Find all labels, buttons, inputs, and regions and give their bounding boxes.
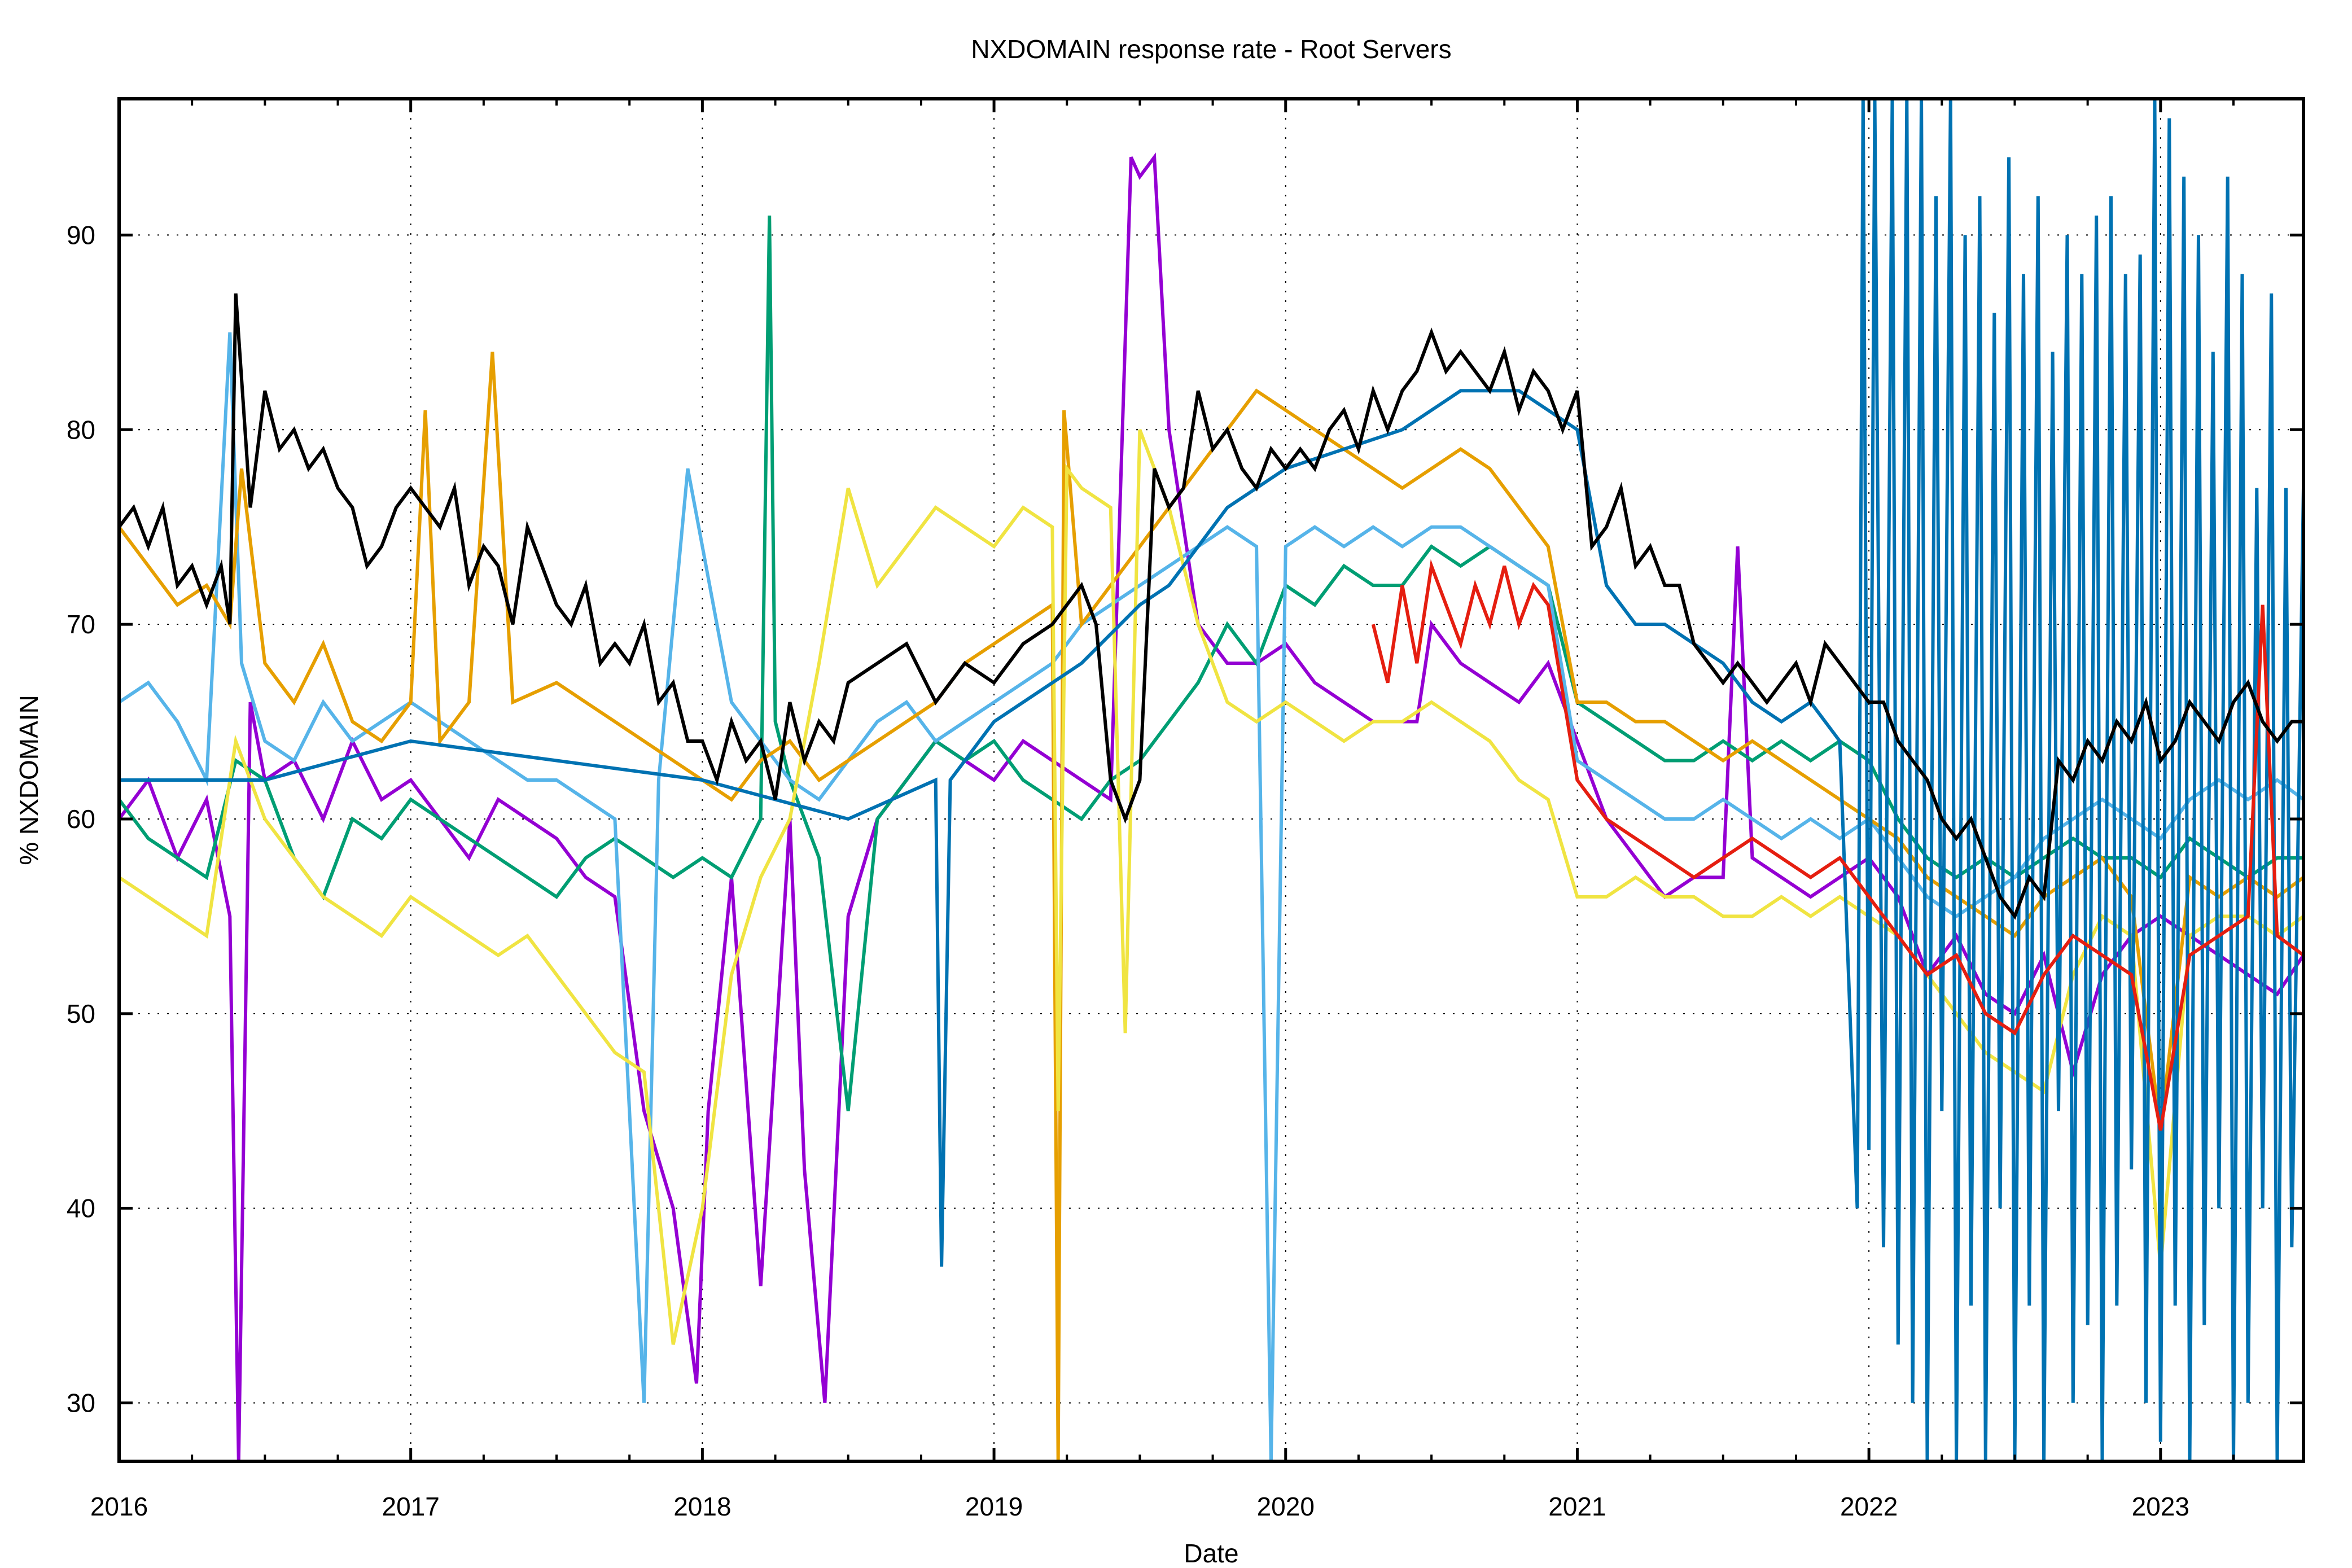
plot-frame: [117, 97, 2305, 1463]
x-axis-tick-labels: 2016 2017 2018 2019 2020 2021 2022 2023: [90, 1492, 2189, 1521]
x-tick-label: 2022: [1840, 1492, 1898, 1521]
chart-title: NXDOMAIN response rate - Root Servers: [971, 34, 1451, 64]
y-tick-label: 50: [67, 999, 95, 1028]
series-blue-line: [119, 99, 2303, 1461]
series-orange-line: [119, 352, 2303, 1461]
x-tick-label: 2016: [90, 1492, 148, 1521]
y-tick-label: 70: [67, 610, 95, 639]
y-axis-label: % NXDOMAIN: [14, 695, 43, 865]
x-tick-label: 2018: [673, 1492, 731, 1521]
x-tick-label: 2021: [1548, 1492, 1606, 1521]
series-layer: [119, 99, 2303, 1461]
y-tick-label: 30: [67, 1389, 95, 1418]
x-tick-label: 2020: [1257, 1492, 1315, 1521]
y-axis-tick-labels: 30 40 50 60 70 80 90: [67, 220, 95, 1417]
y-tick-label: 40: [67, 1194, 95, 1223]
y-tick-label: 60: [67, 804, 95, 834]
series-purple-line: [119, 152, 2303, 1461]
x-tick-label: 2023: [2132, 1492, 2189, 1521]
axis-ticks: [117, 99, 2303, 1461]
x-tick-label: 2017: [382, 1492, 440, 1521]
series-red-line: [1371, 559, 2303, 1131]
x-tick-label: 2019: [965, 1492, 1023, 1521]
y-tick-label: 80: [67, 415, 95, 444]
y-tick-label: 90: [67, 220, 95, 249]
series-black-line: [119, 293, 2303, 920]
x-axis-label: Date: [1184, 1539, 1238, 1568]
